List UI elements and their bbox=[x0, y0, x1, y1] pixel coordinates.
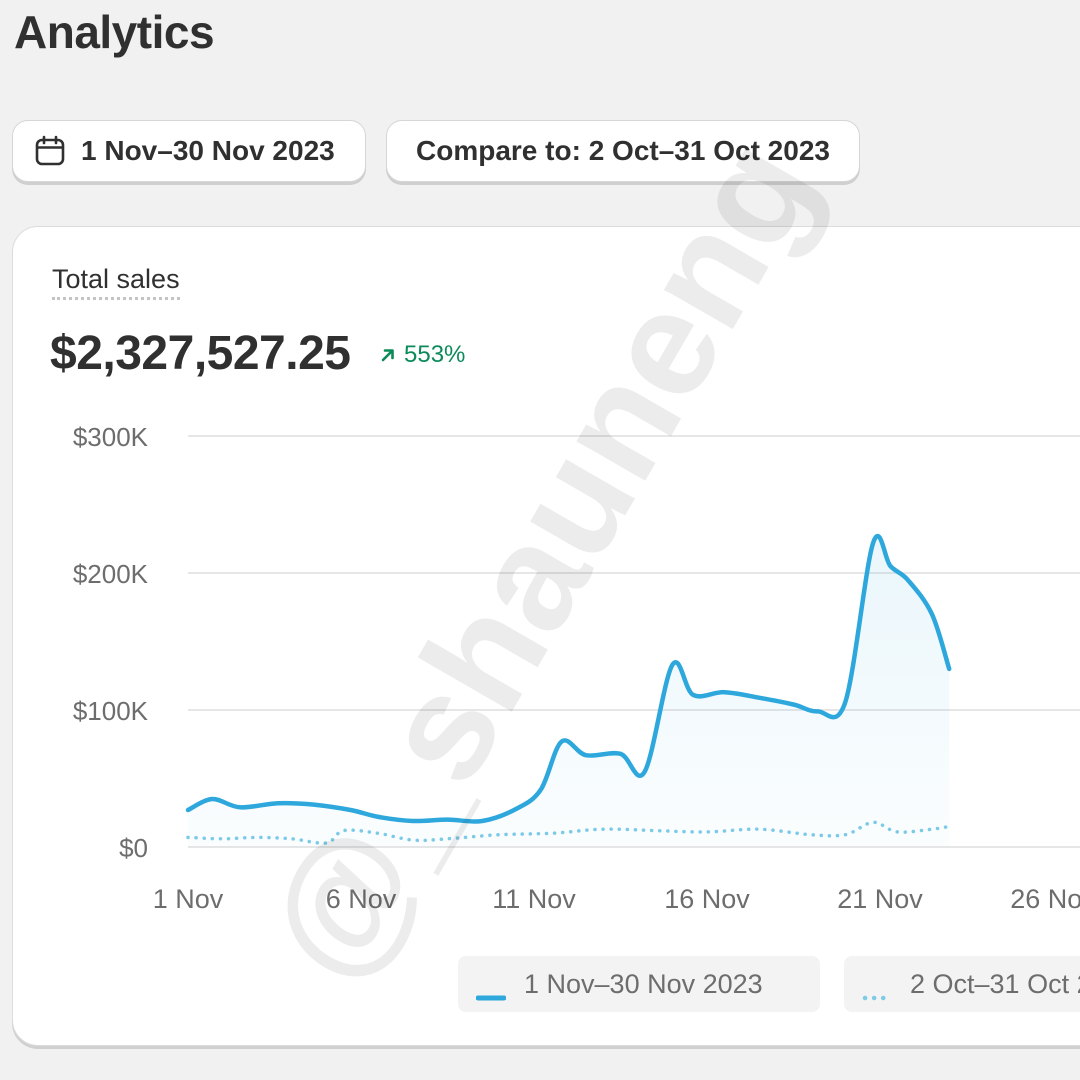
y-tick-label: $200K bbox=[73, 559, 149, 589]
date-range-label: 1 Nov–30 Nov 2023 bbox=[81, 135, 335, 166]
page-title: Analytics bbox=[14, 6, 215, 58]
calendar-icon bbox=[33, 134, 67, 168]
legend-dotted-line-icon bbox=[862, 979, 893, 1001]
x-tick-label: 1 Nov bbox=[153, 884, 224, 914]
total-sales-label[interactable]: Total sales bbox=[52, 264, 180, 300]
compare-label: Compare to: 2 Oct–31 Oct 2023 bbox=[416, 135, 830, 166]
legend-previous-period[interactable]: 2 Oct–31 Oct 2023 bbox=[844, 956, 1080, 1012]
x-tick-label: 26 Nov bbox=[1010, 884, 1080, 914]
total-sales-value: $2,327,527.25 bbox=[50, 327, 351, 380]
legend-current-label: 1 Nov–30 Nov 2023 bbox=[524, 968, 763, 999]
series-line-current[interactable] bbox=[185, 533, 952, 824]
legend-current-period[interactable]: 1 Nov–30 Nov 2023 bbox=[458, 956, 820, 1012]
arrow-up-right-icon bbox=[381, 349, 394, 362]
legend-solid-line-icon bbox=[475, 979, 507, 1001]
sales-change-badge: 553% bbox=[380, 340, 465, 370]
y-tick-label: $300K bbox=[73, 422, 149, 452]
x-tick-label: 16 Nov bbox=[664, 884, 750, 914]
compare-button[interactable]: Compare to: 2 Oct–31 Oct 2023 bbox=[386, 120, 860, 182]
sales-change-value: 553% bbox=[404, 341, 466, 368]
date-range-button[interactable]: 1 Nov–30 Nov 2023 bbox=[12, 120, 366, 182]
x-tick-label: 6 Nov bbox=[326, 884, 397, 914]
y-tick-label: $0 bbox=[119, 833, 148, 863]
x-tick-label: 11 Nov bbox=[492, 884, 576, 914]
legend-previous-label: 2 Oct–31 Oct 2023 bbox=[910, 968, 1080, 999]
y-tick-label: $100K bbox=[73, 696, 149, 726]
x-tick-label: 21 Nov bbox=[837, 884, 923, 914]
series-area-current bbox=[188, 536, 950, 847]
